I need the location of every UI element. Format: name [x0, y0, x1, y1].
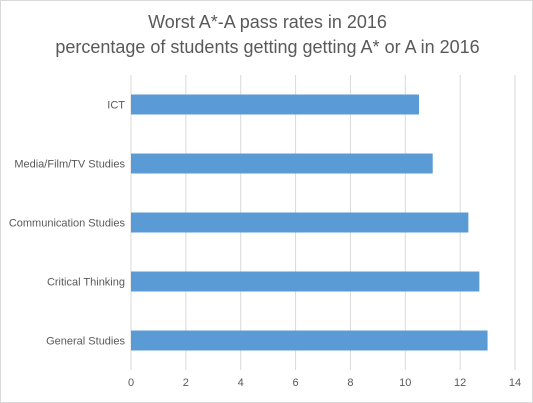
- bar: [131, 153, 433, 174]
- bar: [131, 271, 480, 292]
- chart-title: Worst A*-A pass rates in 2016: [148, 12, 387, 32]
- x-tick-label: 12: [454, 377, 466, 389]
- category-label: General Studies: [46, 336, 125, 348]
- category-label: ICT: [107, 100, 125, 112]
- x-tick-label: 4: [238, 377, 244, 389]
- x-tick-label: 14: [509, 377, 521, 389]
- x-tick-label: 10: [399, 377, 411, 389]
- x-tick-label: 2: [183, 377, 189, 389]
- bar: [131, 212, 469, 233]
- chart-subtitle: percentage of students getting getting A…: [55, 37, 480, 57]
- x-tick-label: 6: [293, 377, 299, 389]
- bar: [131, 330, 488, 351]
- x-tick-label: 0: [128, 377, 134, 389]
- x-tick-label: 8: [347, 377, 353, 389]
- category-labels: ICT Media/Film/TV Studies Communication St…: [9, 100, 126, 348]
- category-label: Communication Studies: [9, 218, 126, 230]
- bar: [131, 94, 419, 115]
- x-tick-labels: 0 2 4 6 8 10 12 14: [128, 377, 521, 389]
- bars: [131, 94, 488, 351]
- category-label: Media/Film/TV Studies: [14, 159, 125, 171]
- category-label: Critical Thinking: [47, 277, 125, 289]
